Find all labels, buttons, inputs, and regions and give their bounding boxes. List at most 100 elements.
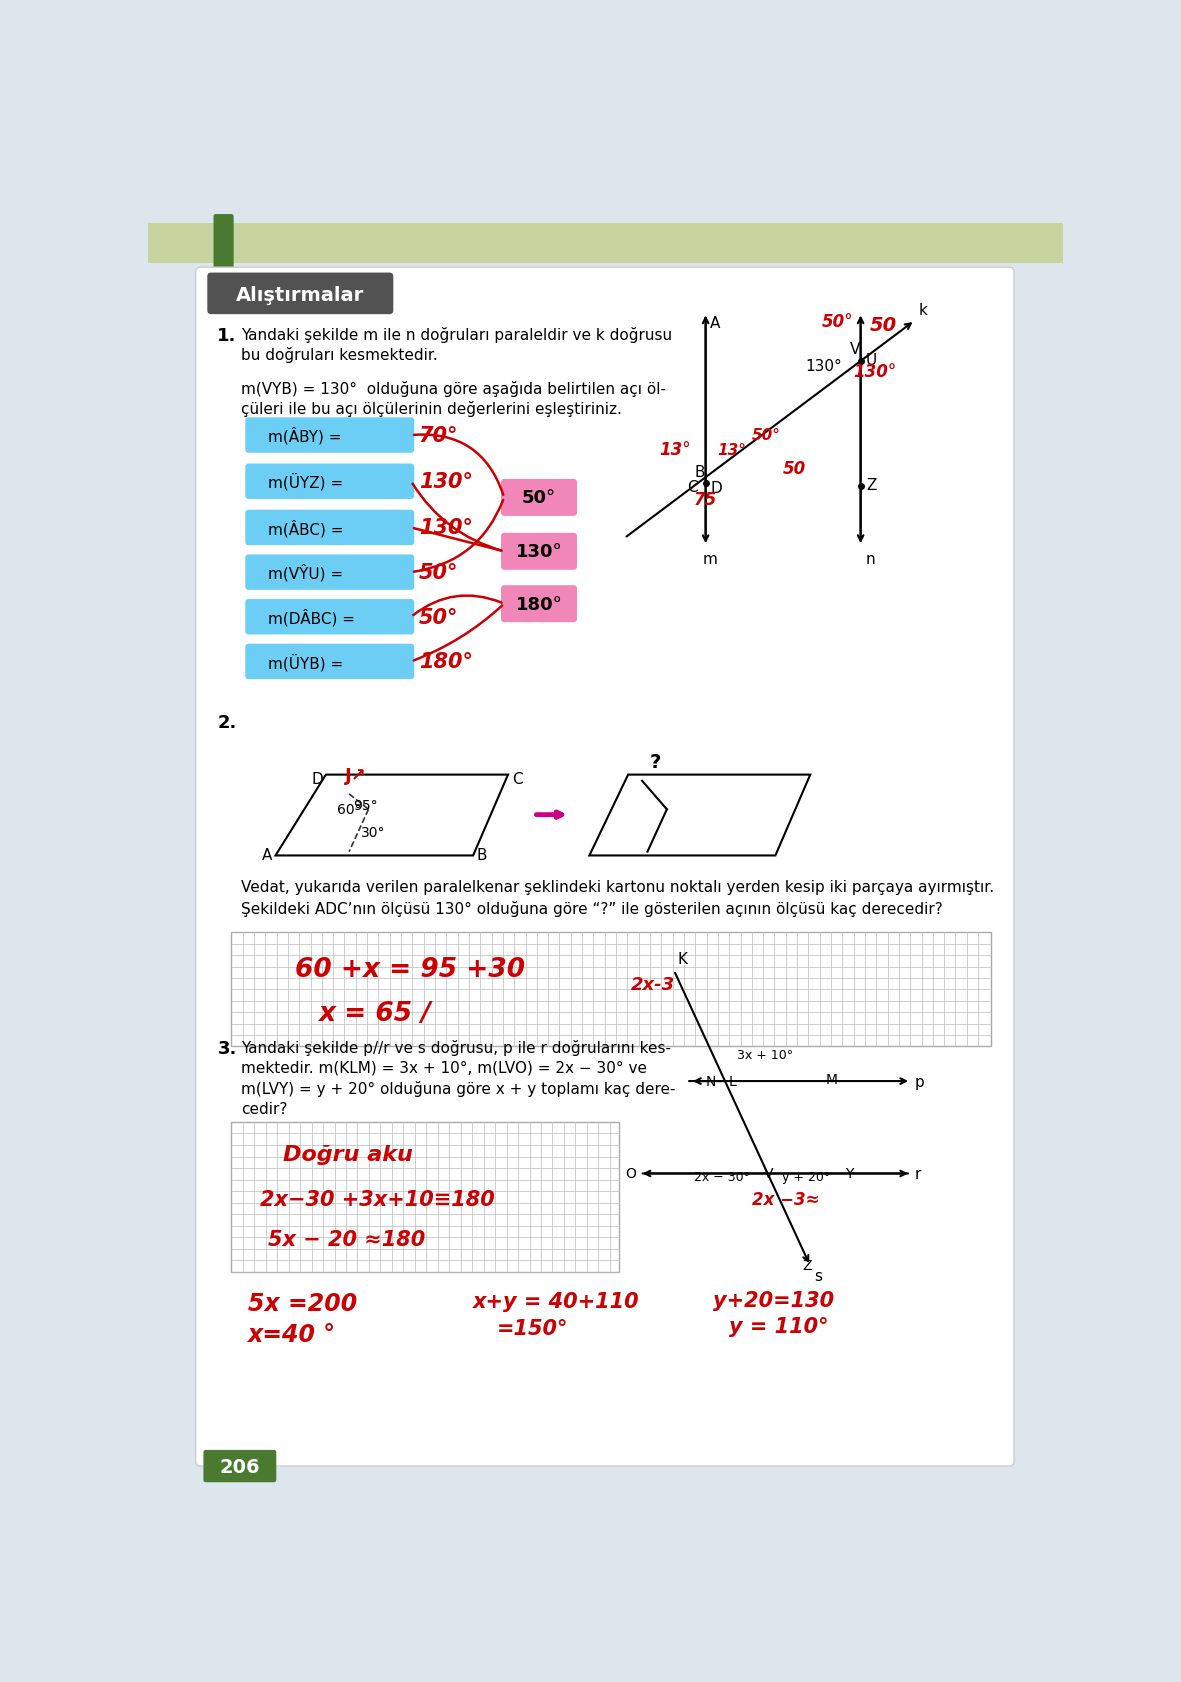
Text: bu doğruları kesmektedir.: bu doğruları kesmektedir.: [241, 346, 437, 363]
Text: 2x−30 +3x+10≡180: 2x−30 +3x+10≡180: [260, 1189, 495, 1209]
Text: A: A: [261, 848, 272, 863]
Text: 75: 75: [694, 491, 717, 510]
Text: 60 +x = 95 +30: 60 +x = 95 +30: [295, 957, 526, 982]
Text: m(LVY) = y + 20° olduğuna göre x + y toplamı kaç dere-: m(LVY) = y + 20° olduğuna göre x + y top…: [241, 1080, 676, 1097]
Text: C: C: [511, 772, 522, 785]
Text: y+20=130: y+20=130: [713, 1290, 835, 1310]
Text: s: s: [814, 1268, 822, 1283]
Text: y + 20°: y + 20°: [782, 1171, 830, 1182]
Text: m(ÜYZ) =: m(ÜYZ) =: [268, 473, 342, 491]
Text: Y: Y: [846, 1167, 854, 1181]
FancyBboxPatch shape: [246, 555, 415, 590]
Text: 5x − 20 ≈180: 5x − 20 ≈180: [268, 1230, 425, 1250]
Text: 3.: 3.: [217, 1039, 236, 1056]
Text: 2x − 30°: 2x − 30°: [694, 1171, 750, 1182]
Text: ?: ?: [650, 752, 661, 772]
Text: 30°: 30°: [360, 826, 385, 839]
Text: n: n: [866, 552, 875, 567]
Text: 180°: 180°: [516, 595, 562, 614]
Text: L: L: [729, 1075, 737, 1088]
Text: A: A: [710, 316, 720, 331]
Text: 130°: 130°: [853, 363, 896, 382]
Text: Şekildeki ADC’nın ölçüsü 130° olduğuna göre “?” ile gösterilen açının ölçüsü kaç: Şekildeki ADC’nın ölçüsü 130° olduğuna g…: [241, 900, 942, 917]
Text: mektedir. m(KLM) = 3x + 10°, m(LVO) = 2x − 30° ve: mektedir. m(KLM) = 3x + 10°, m(LVO) = 2x…: [241, 1060, 647, 1075]
Text: çüleri ile bu açı ölçülerinin değerlerini eşleştiriniz.: çüleri ile bu açı ölçülerinin değerlerin…: [241, 400, 621, 417]
Text: cedir?: cedir?: [241, 1102, 287, 1117]
Text: D: D: [710, 481, 722, 496]
FancyBboxPatch shape: [501, 479, 578, 516]
Text: C: C: [687, 479, 698, 495]
Text: m(VYB) = 130°  olduğuna göre aşağıda belirtilen açı öl-: m(VYB) = 130° olduğuna göre aşağıda beli…: [241, 380, 666, 397]
Text: 50°: 50°: [522, 489, 556, 506]
Text: Yandaki şekilde p//r ve s doğrusu, p ile r doğrularını kes-: Yandaki şekilde p//r ve s doğrusu, p ile…: [241, 1039, 671, 1055]
Text: =150°: =150°: [496, 1319, 568, 1339]
Text: U: U: [866, 353, 876, 368]
Text: D: D: [312, 772, 324, 785]
Text: B: B: [694, 464, 705, 479]
Text: m(ÂBC) =: m(ÂBC) =: [268, 520, 344, 537]
Text: m(DÂBC) =: m(DÂBC) =: [268, 609, 354, 626]
Text: 2x-3: 2x-3: [631, 976, 676, 994]
FancyBboxPatch shape: [148, 224, 1063, 264]
Text: k: k: [919, 303, 927, 318]
Text: 130°: 130°: [804, 358, 842, 373]
Text: V: V: [764, 1167, 774, 1181]
Text: 3x + 10°: 3x + 10°: [737, 1048, 792, 1061]
FancyBboxPatch shape: [246, 644, 415, 680]
FancyBboxPatch shape: [246, 419, 415, 454]
FancyBboxPatch shape: [501, 585, 578, 622]
Text: 2.: 2.: [217, 713, 236, 732]
Text: m(ÜYB) =: m(ÜYB) =: [268, 653, 342, 671]
Text: 50°: 50°: [822, 313, 854, 331]
Text: 60°: 60°: [338, 802, 363, 817]
Text: 1.: 1.: [217, 326, 236, 345]
Text: 50°: 50°: [419, 563, 458, 582]
Text: 206: 206: [220, 1458, 260, 1477]
FancyBboxPatch shape: [208, 274, 393, 315]
Text: Doğru aku: Doğru aku: [283, 1144, 413, 1164]
Text: 130°: 130°: [419, 518, 472, 538]
Text: x+y = 40+110: x+y = 40+110: [474, 1292, 640, 1312]
Text: x=40 °: x=40 °: [248, 1322, 337, 1346]
Text: 180°: 180°: [419, 653, 472, 673]
Text: J↗: J↗: [345, 767, 367, 784]
Text: 50: 50: [783, 461, 807, 478]
Text: m: m: [703, 552, 717, 567]
Text: 95°: 95°: [353, 799, 378, 812]
FancyBboxPatch shape: [214, 215, 234, 274]
Text: Alıştırmalar: Alıştırmalar: [236, 286, 365, 304]
Text: 2x −3≈: 2x −3≈: [752, 1191, 820, 1209]
Text: K: K: [678, 952, 687, 967]
FancyBboxPatch shape: [246, 600, 415, 636]
FancyBboxPatch shape: [203, 1450, 276, 1482]
Text: 130°: 130°: [516, 543, 562, 562]
Text: Z: Z: [867, 478, 877, 493]
Text: 50: 50: [870, 316, 898, 335]
Text: Vedat, yukarıda verilen paralelkenar şeklindeki kartonu noktalı yerden kesip iki: Vedat, yukarıda verilen paralelkenar şek…: [241, 880, 993, 895]
FancyBboxPatch shape: [246, 464, 415, 500]
Text: B: B: [477, 848, 488, 863]
FancyBboxPatch shape: [196, 267, 1014, 1467]
FancyBboxPatch shape: [231, 934, 991, 1046]
Text: 5x =200: 5x =200: [248, 1292, 358, 1315]
Text: M: M: [826, 1071, 837, 1087]
Text: Z: Z: [803, 1258, 813, 1272]
FancyBboxPatch shape: [246, 510, 415, 547]
Text: m(VŶU) =: m(VŶU) =: [268, 563, 342, 582]
Text: 13°: 13°: [659, 441, 691, 459]
Text: Yandaki şekilde m ile n doğruları paraleldir ve k doğrusu: Yandaki şekilde m ile n doğruları parale…: [241, 326, 672, 343]
Text: O: O: [625, 1167, 635, 1181]
Text: N: N: [705, 1075, 716, 1088]
Text: r: r: [915, 1166, 921, 1181]
FancyBboxPatch shape: [231, 1122, 619, 1272]
Text: V: V: [850, 341, 860, 357]
Text: 13°: 13°: [717, 442, 746, 458]
Text: 70°: 70°: [419, 426, 458, 446]
Text: 130°: 130°: [419, 473, 472, 491]
Text: 50°: 50°: [752, 427, 781, 442]
Text: y = 110°: y = 110°: [729, 1315, 829, 1336]
Text: x = 65 /: x = 65 /: [318, 1001, 431, 1026]
Text: p: p: [915, 1073, 925, 1088]
Text: m(ÂBY) =: m(ÂBY) =: [268, 427, 341, 444]
FancyBboxPatch shape: [501, 533, 578, 570]
